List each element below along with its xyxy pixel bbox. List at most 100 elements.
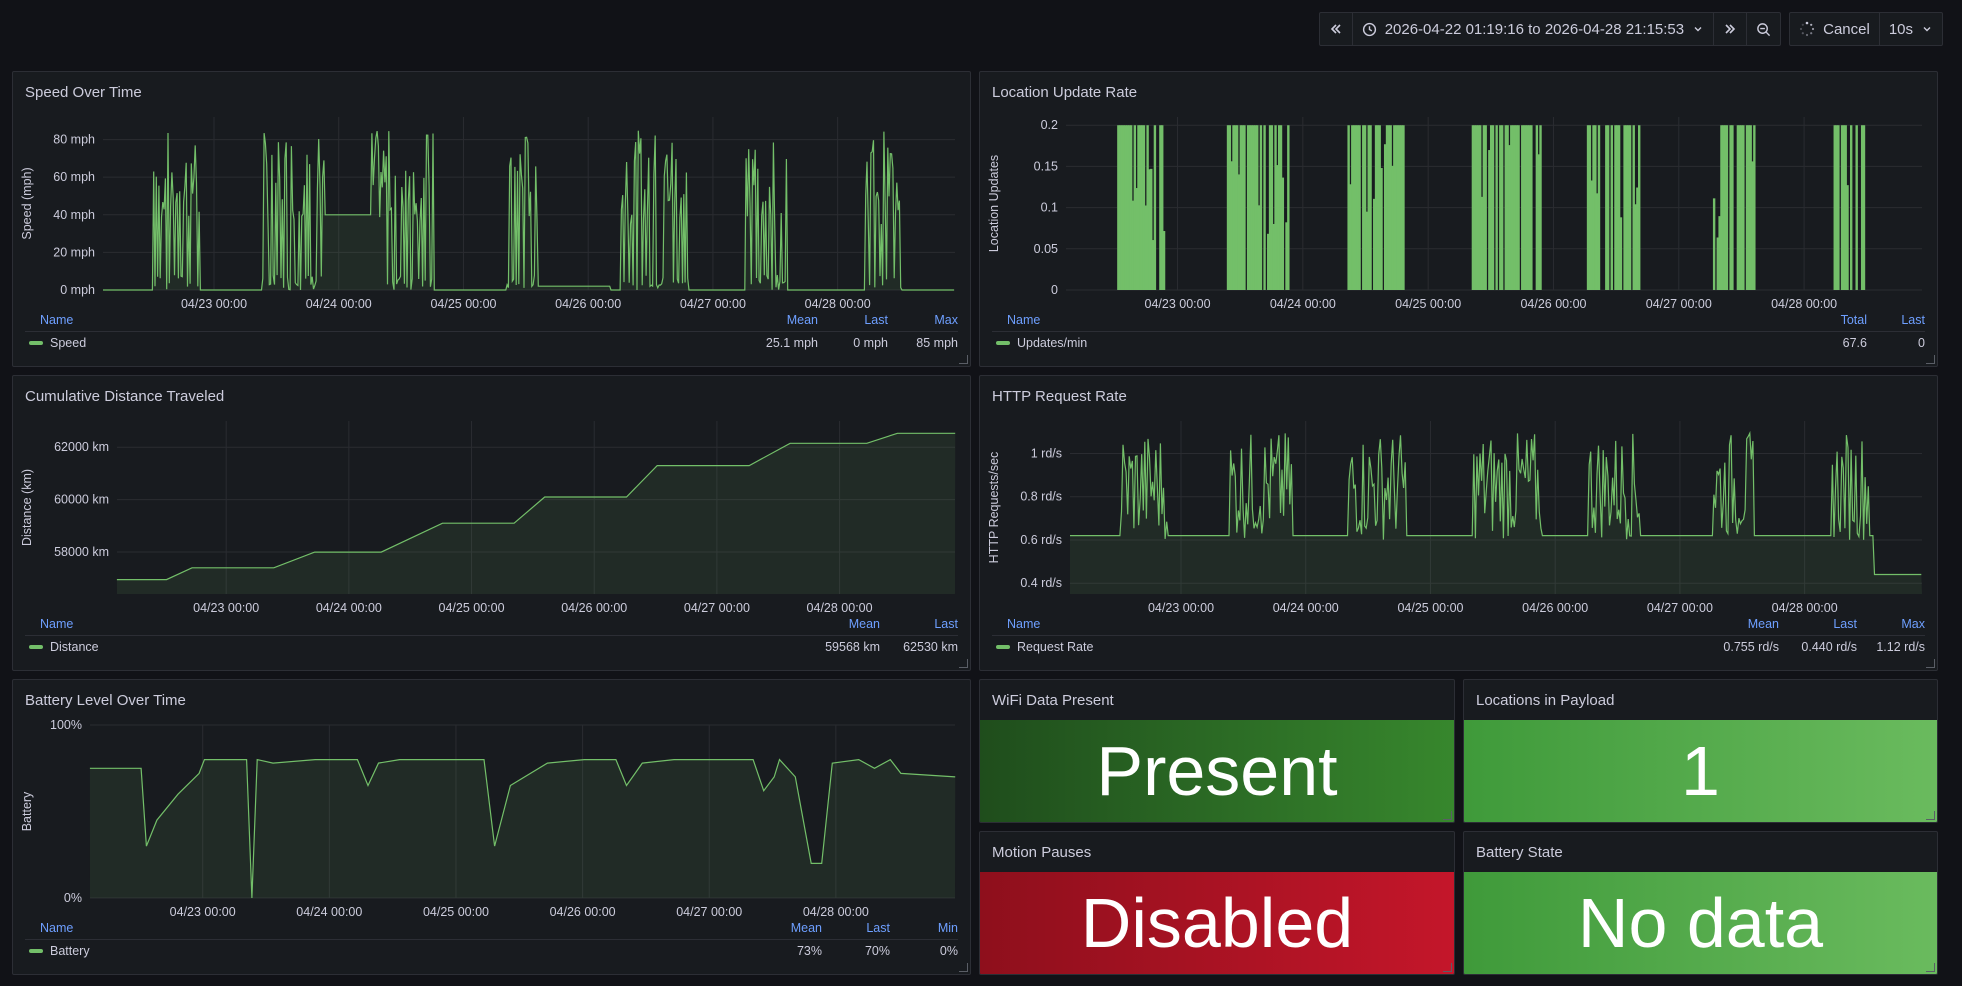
x-tick-label: 04/26 00:00 <box>561 601 627 615</box>
legend-row[interactable]: Speed 25.1 mph 0 mph 85 mph <box>25 332 958 354</box>
distance-panel[interactable]: Cumulative Distance Traveled 58000 km 600… <box>12 375 971 671</box>
resize-handle[interactable] <box>1926 355 1935 364</box>
http-chart[interactable]: 0.4 rd/s 0.6 rd/s 0.8 rd/s 1 rd/s 04/23 00:0… <box>980 376 1938 616</box>
location-panel[interactable]: Location Update Rate 0 0.05 0.1 0.15 0.2 04/2… <box>979 71 1938 367</box>
panel-title: Speed Over Time <box>25 84 142 101</box>
wifi-stat-panel[interactable]: WiFi Data Present Present <box>979 679 1455 823</box>
bar <box>1354 125 1358 290</box>
legend-mean-value: 25.1 mph <box>765 336 818 350</box>
legend-col-mean[interactable]: Mean <box>1747 617 1779 631</box>
bar <box>1256 125 1259 290</box>
legend-col-name[interactable]: Name <box>1007 313 1041 327</box>
legend-col-last[interactable]: Last <box>866 921 890 935</box>
legend-col-name[interactable]: Name <box>40 921 74 935</box>
series-color-swatch <box>29 341 43 345</box>
bar <box>1526 125 1529 290</box>
legend-mean-value: 59568 km <box>825 640 880 654</box>
legend-col-mean[interactable]: Mean <box>848 617 880 631</box>
battery-panel[interactable]: Battery Level Over Time 0% 100% 04/23 00:0… <box>12 679 971 975</box>
bar <box>1623 125 1626 290</box>
bar <box>1833 125 1836 290</box>
bar <box>1241 125 1244 290</box>
resize-handle[interactable] <box>1443 811 1452 820</box>
bar <box>1252 125 1255 290</box>
legend-col-last[interactable]: Last <box>934 617 958 631</box>
legend-series-name: Speed <box>50 336 87 350</box>
distance-chart[interactable]: 58000 km 60000 km 62000 km 04/23 00:00 04/24… <box>13 376 971 616</box>
legend-col-max[interactable]: Max <box>934 313 958 327</box>
legend-col-name[interactable]: Name <box>40 617 74 631</box>
stat-value: Present <box>980 720 1454 822</box>
bar <box>1742 125 1745 290</box>
series-color-swatch <box>29 645 43 649</box>
cancel-refresh-button[interactable]: Cancel <box>1790 13 1880 45</box>
bar <box>1860 125 1864 290</box>
legend-col-name[interactable]: Name <box>1007 617 1041 631</box>
locations-payload-stat-panel[interactable]: Locations in Payload 1 <box>1463 679 1938 823</box>
stat-value: 1 <box>1464 720 1937 822</box>
legend-row[interactable]: Request Rate 0.755 rd/s 0.440 rd/s 1.12 … <box>992 636 1925 658</box>
legend-col-min[interactable]: Min <box>937 921 958 935</box>
x-tick-label: 04/25 00:00 <box>439 601 505 615</box>
location-chart[interactable]: 0 0.05 0.1 0.15 0.2 04/23 00:00 04/24 00:00 04/… <box>980 72 1938 312</box>
resize-handle[interactable] <box>959 659 968 668</box>
battery-state-stat-panel[interactable]: Battery State No data <box>1463 831 1938 975</box>
x-tick-label: 04/26 00:00 <box>1520 297 1586 311</box>
time-shift-forward-button[interactable] <box>1714 13 1748 45</box>
legend-col-last[interactable]: Last <box>864 313 888 327</box>
y-tick-label: 80 mph <box>53 133 95 147</box>
speed-chart[interactable]: 0 mph 20 mph 40 mph 60 mph 80 mph 04/23 00:00… <box>13 72 971 312</box>
legend-col-last[interactable]: Last <box>1833 617 1857 631</box>
http-panel[interactable]: HTTP Request Rate 0.4 rd/s 0.6 rd/s 0.8 rd… <box>979 375 1938 671</box>
legend-row[interactable]: Distance 59568 km 62530 km <box>25 636 958 658</box>
battery-chart[interactable]: 0% 100% 04/23 00:00 04/24 00:00 04/25 00:00 0… <box>13 680 971 920</box>
legend-col-mean[interactable]: Mean <box>786 313 818 327</box>
time-shift-back-button[interactable] <box>1320 13 1353 45</box>
x-tick-label: 04/25 00:00 <box>430 297 496 311</box>
y-tick-label: 0.1 <box>1041 201 1058 215</box>
bar <box>1625 125 1628 290</box>
angle-double-right-icon <box>1725 24 1736 34</box>
speed-panel[interactable]: Speed Over Time 0 mph 20 mph 40 mph 60 mph 8… <box>12 71 971 367</box>
series-line <box>103 130 954 291</box>
legend-row[interactable]: Battery 73% 70% 0% <box>25 940 958 962</box>
bar <box>1232 125 1235 290</box>
x-tick-label: 04/28 00:00 <box>807 601 873 615</box>
resize-handle[interactable] <box>1926 659 1935 668</box>
motion-stat-panel[interactable]: Motion Pauses Disabled <box>979 831 1455 975</box>
legend-col-max[interactable]: Max <box>1901 617 1925 631</box>
legend-header: Name Mean Last <box>25 613 958 636</box>
legend-col-last[interactable]: Last <box>1901 313 1925 327</box>
bar <box>1276 165 1279 290</box>
legend-col-mean[interactable]: Mean <box>790 921 822 935</box>
legend-series: Updates/min <box>992 336 1809 350</box>
resize-handle[interactable] <box>1926 811 1935 820</box>
y-tick-label: 0.05 <box>1034 242 1058 256</box>
resize-handle[interactable] <box>959 355 968 364</box>
bar <box>1285 222 1288 290</box>
legend-row[interactable]: Updates/min 67.6 0 <box>992 332 1925 354</box>
time-range-label: 2026-04-22 01:19:16 to 2026-04-28 21:15:… <box>1384 20 1685 38</box>
resize-handle[interactable] <box>1926 963 1935 972</box>
resize-handle[interactable] <box>959 963 968 972</box>
bar <box>1376 125 1380 290</box>
bar <box>1122 125 1126 290</box>
zoom-out-button[interactable] <box>1747 13 1780 45</box>
bar <box>1477 125 1480 290</box>
legend-col-name[interactable]: Name <box>40 313 74 327</box>
legend-series-name: Request Rate <box>1017 640 1094 654</box>
bar <box>1254 125 1257 290</box>
y-tick-label: 0.2 <box>1041 118 1058 132</box>
legend-col-total[interactable]: Total <box>1840 313 1867 327</box>
legend-last-value: 0 mph <box>853 336 888 350</box>
refresh-interval-picker[interactable]: 10s <box>1880 13 1942 45</box>
bar <box>1606 125 1610 290</box>
time-range-picker[interactable]: 2026-04-22 01:19:16 to 2026-04-28 21:15:… <box>1353 13 1715 45</box>
x-tick-label: 04/27 00:00 <box>1646 297 1712 311</box>
bar <box>1745 125 1749 290</box>
resize-handle[interactable] <box>1443 963 1452 972</box>
bar <box>1380 168 1383 290</box>
legend-max-value: 1.12 rd/s <box>1876 640 1925 654</box>
bar <box>1365 211 1369 290</box>
bar <box>1537 154 1540 290</box>
